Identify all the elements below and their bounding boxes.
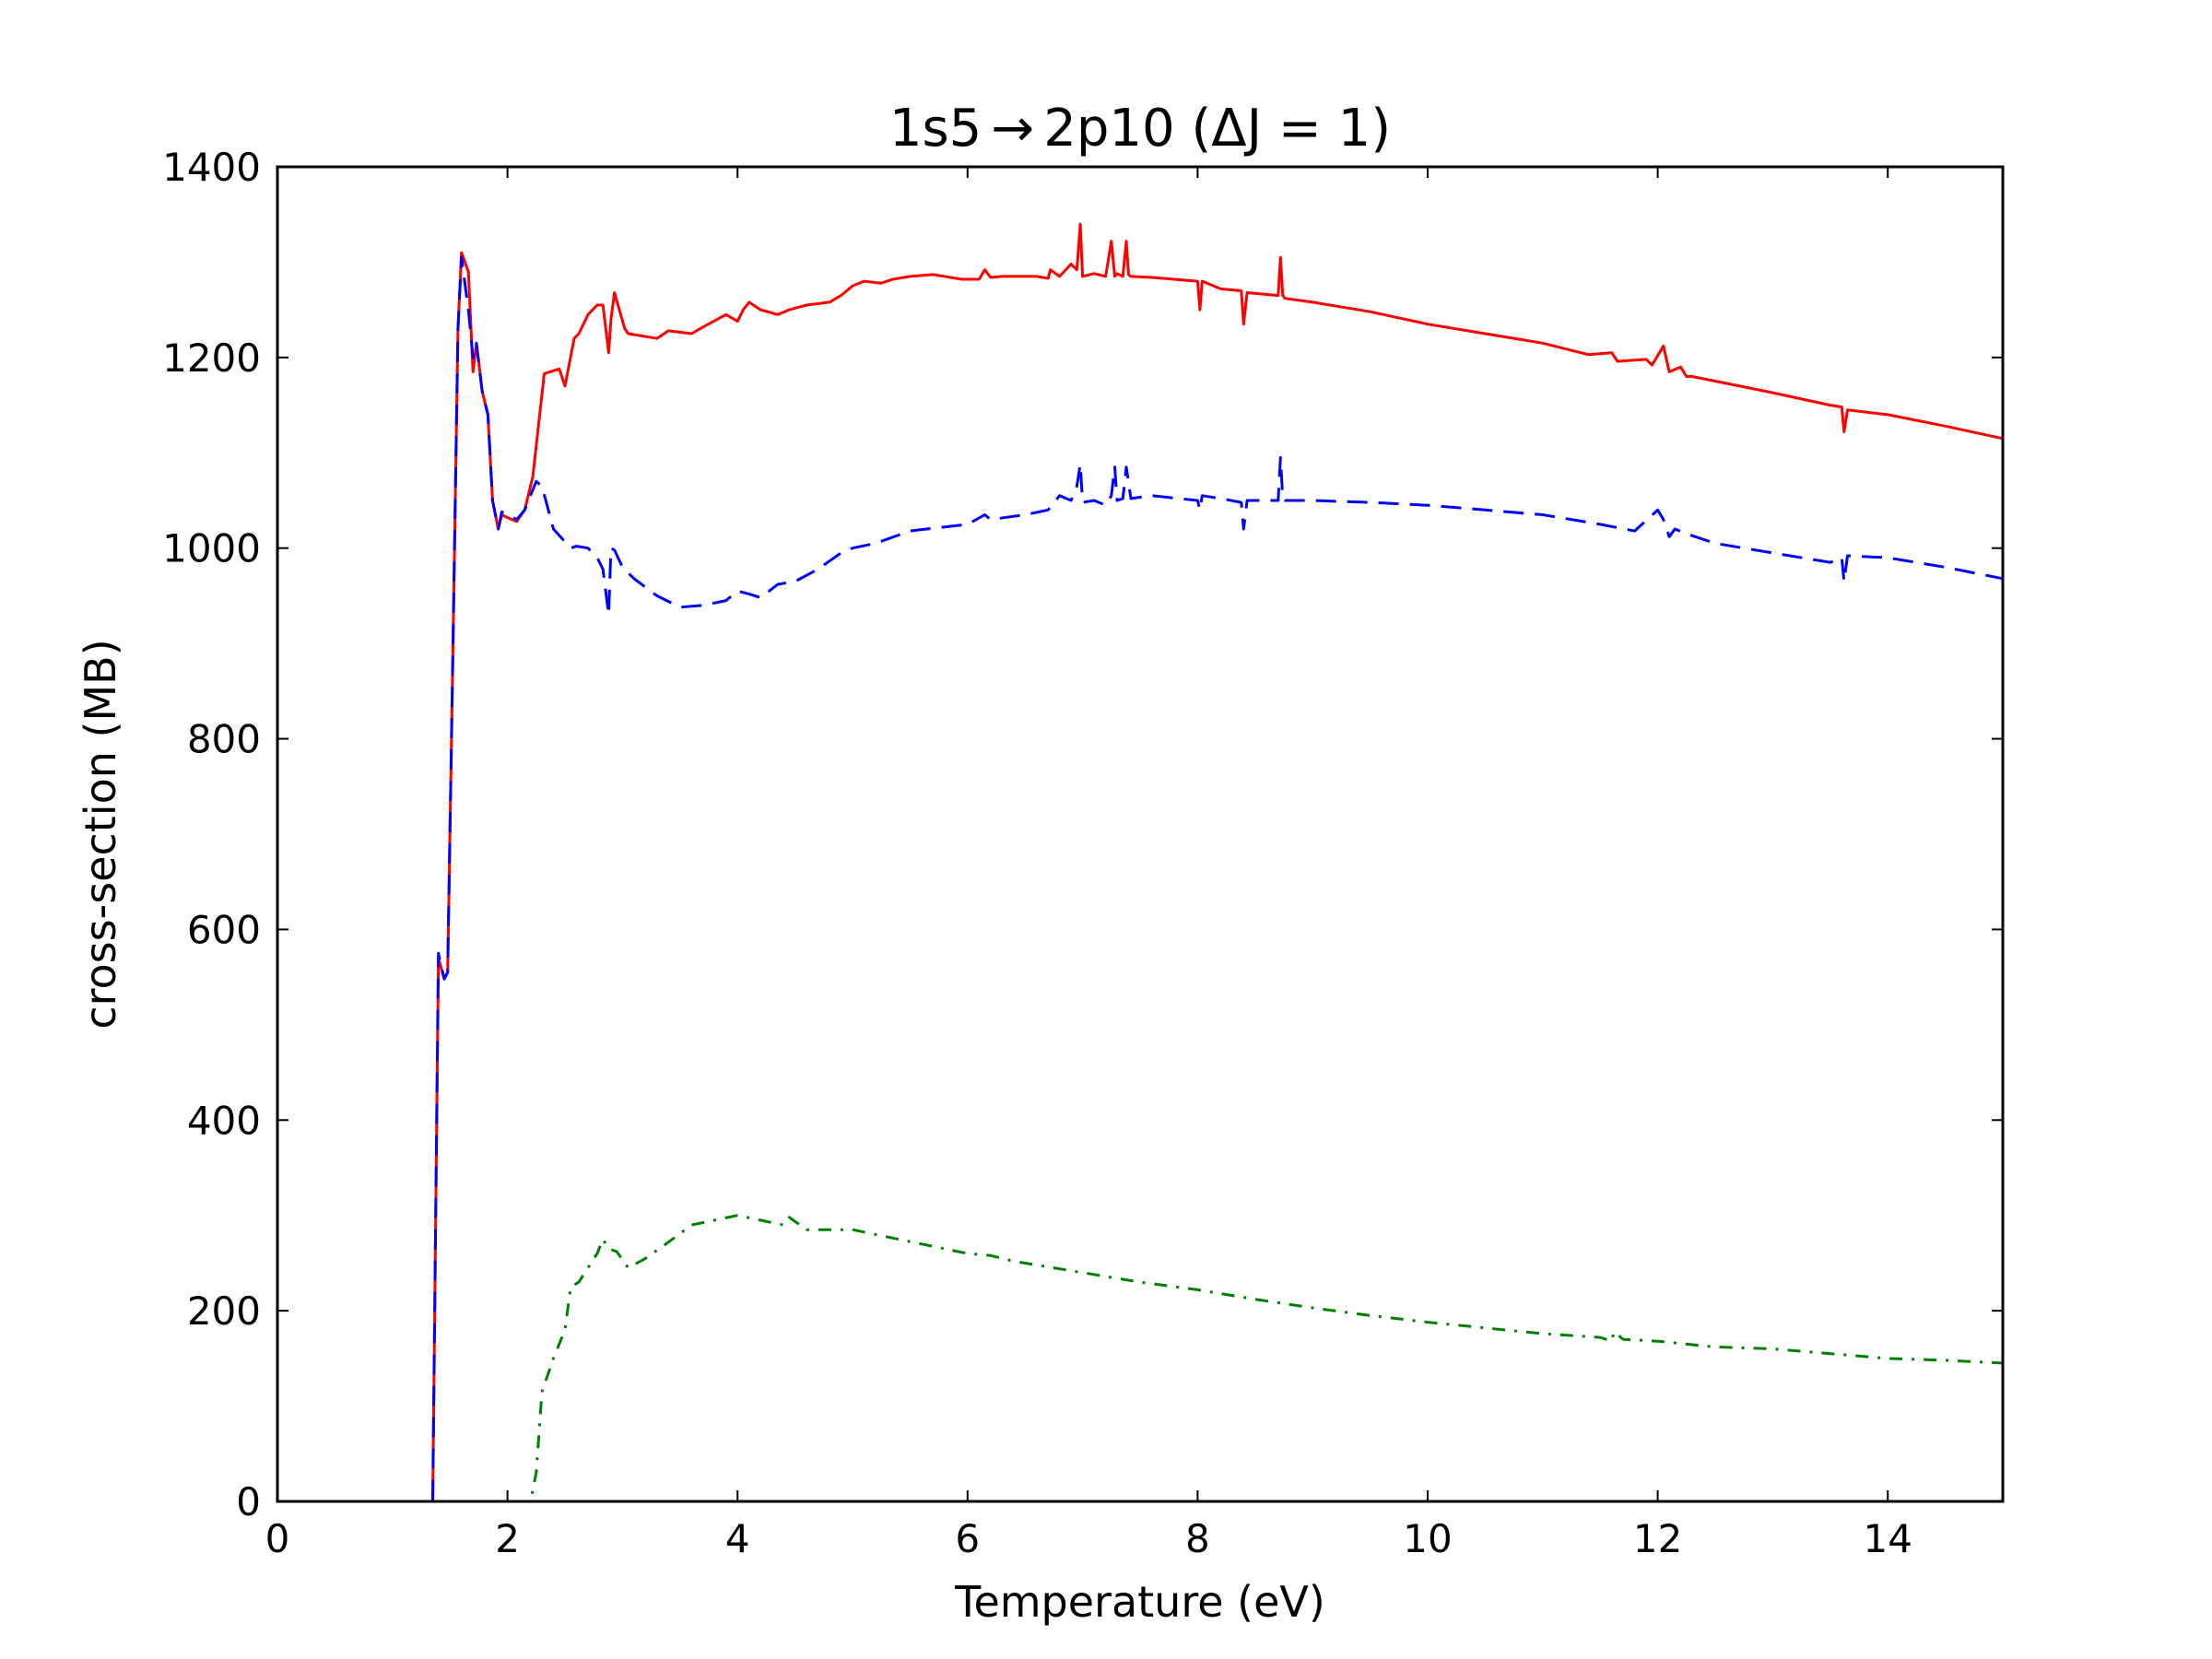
- plot-frame: [276, 165, 2005, 1503]
- plot-area: [277, 222, 2004, 1503]
- x-tick-label: 10: [1403, 1516, 1452, 1561]
- chart-title-right: 2p10 (ΔJ = 1): [1043, 99, 1391, 159]
- y-tick-label: 800: [187, 717, 261, 762]
- x-tick-label: 8: [1185, 1516, 1210, 1561]
- y-tick-label: 400: [187, 1098, 261, 1143]
- x-axis-label: Temperature (eV): [954, 1577, 1325, 1627]
- x-tick-label: 2: [495, 1516, 520, 1561]
- series-line-3: [277, 1214, 2004, 1503]
- y-tick-label: 1200: [162, 335, 261, 381]
- x-tick-label: 6: [955, 1516, 980, 1561]
- y-tick-label: 1000: [162, 526, 261, 571]
- x-tick-label: 4: [725, 1516, 750, 1561]
- y-axis: 0 200 400 600 800 1000 1200 1400: [162, 145, 2003, 1524]
- y-tick-label: 600: [187, 907, 261, 952]
- y-tick-label: 0: [236, 1479, 261, 1524]
- chart-title-left: 1s5: [889, 99, 982, 159]
- x-tick-label: 0: [265, 1516, 290, 1561]
- x-axis: 0 2 4 6 8 10 12 14: [265, 167, 1912, 1561]
- y-tick-label: 1400: [162, 145, 261, 190]
- x-tick-label: 14: [1863, 1516, 1912, 1561]
- series-line-1: [277, 222, 2004, 1503]
- y-axis-label: cross-section (MB): [76, 639, 125, 1029]
- chart-title-arrow: →: [991, 99, 1034, 159]
- y-tick-label: 200: [187, 1288, 261, 1334]
- series-line-2: [277, 255, 2004, 1503]
- x-tick-label: 12: [1633, 1516, 1682, 1561]
- chart-title: 1s5 → 2p10 (ΔJ = 1): [889, 99, 1391, 159]
